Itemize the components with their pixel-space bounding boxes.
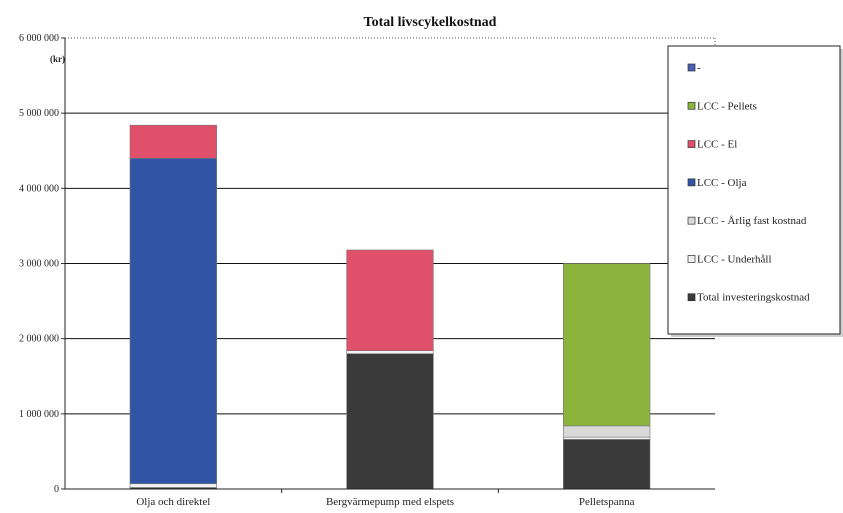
legend-label: LCC - Årlig fast kostnad (697, 215, 807, 227)
x-tick-label: Bergvärmepump med elspets (326, 496, 454, 508)
legend-swatch (687, 101, 696, 110)
bar-segment (129, 124, 217, 159)
bar-segment (563, 436, 651, 440)
legend-label: LCC - Underhåll (697, 253, 772, 265)
legend-label: - (697, 62, 701, 74)
x-tick-label: Pelletspanna (579, 496, 635, 508)
legend: - LCC - Pellets LCC - El LCC - Olja LCC - År… (667, 45, 843, 337)
legend-swatch (687, 255, 696, 263)
y-tick-label: 4 000 000 (19, 183, 59, 194)
y-tick-labels: 0 1 000 000 2 000 000 3 000 000 4 000 000 5 0… (19, 33, 59, 495)
bar-segment (563, 263, 651, 427)
bar-layer (129, 124, 651, 490)
y-tick-label: 1 000 000 (19, 409, 59, 420)
legend-swatch (687, 178, 696, 187)
legend-swatch (687, 216, 696, 225)
legend-label: Total investeringskostnad (697, 292, 810, 304)
bar-segment (346, 353, 434, 490)
bar-segment (129, 483, 217, 488)
bar-segment (563, 439, 651, 490)
chart-title: Total livscykelkostnad (364, 15, 497, 30)
legend-label: LCC - Olja (697, 177, 747, 189)
axis-layer (64, 38, 715, 493)
bar-segment (129, 157, 217, 485)
y-tick-label: 3 000 000 (19, 259, 59, 270)
y-tick-label: 6 000 000 (19, 33, 59, 44)
legend-label: LCC - El (697, 139, 737, 151)
bar-segment (563, 425, 651, 438)
legend-swatch (687, 63, 696, 72)
bar-segment (346, 249, 434, 351)
legend-swatch (687, 293, 696, 302)
legend-box (667, 45, 841, 335)
y-tick-label: 5 000 000 (19, 108, 59, 119)
x-tick-labels: Olja och direktel Bergvärmepump med elspe… (136, 496, 634, 508)
y-tick-label: 0 (54, 484, 59, 495)
bar-segment (346, 350, 434, 354)
y-axis-unit-label: (kr) (50, 54, 65, 64)
legend-swatch (687, 140, 696, 148)
y-tick-label: 2 000 000 (19, 334, 59, 345)
legend-label: LCC - Pellets (697, 100, 757, 112)
x-tick-label: Olja och direktel (136, 496, 210, 508)
